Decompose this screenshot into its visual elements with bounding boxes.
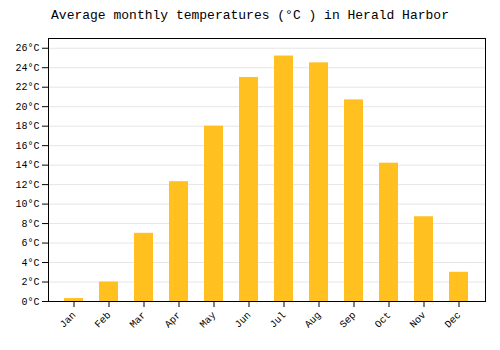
- svg-text:12°C: 12°C: [15, 180, 39, 191]
- svg-text:Jun: Jun: [233, 310, 254, 331]
- svg-text:14°C: 14°C: [15, 160, 39, 171]
- svg-text:6°C: 6°C: [21, 238, 39, 249]
- svg-text:Mar: Mar: [128, 310, 149, 331]
- svg-text:Jan: Jan: [58, 310, 79, 331]
- svg-text:Apr: Apr: [163, 310, 184, 331]
- svg-text:Nov: Nov: [408, 310, 429, 331]
- svg-text:24°C: 24°C: [15, 63, 39, 74]
- svg-text:Dec: Dec: [443, 310, 464, 331]
- html-text:Average monthly temperatures (: Average monthly temperatures (°C ) in He…: [51, 8, 449, 23]
- svg-text:26°C: 26°C: [15, 43, 39, 54]
- svg-text:Oct: Oct: [373, 310, 394, 331]
- svg-text:2°C: 2°C: [21, 277, 39, 288]
- svg-text:8°C: 8°C: [21, 219, 39, 230]
- svg-text:Sep: Sep: [338, 310, 359, 331]
- svg-text:16°C: 16°C: [15, 141, 39, 152]
- svg-text:Aug: Aug: [303, 310, 324, 331]
- svg-text:0°C: 0°C: [21, 297, 39, 308]
- svg-text:Feb: Feb: [93, 310, 114, 331]
- svg-text:May: May: [198, 310, 219, 331]
- svg-text:4°C: 4°C: [21, 258, 39, 269]
- svg-text:Jul: Jul: [268, 310, 289, 331]
- svg-text:18°C: 18°C: [15, 121, 39, 132]
- svg-text:10°C: 10°C: [15, 199, 39, 210]
- svg-text:20°C: 20°C: [15, 102, 39, 113]
- svg-text:22°C: 22°C: [15, 82, 39, 93]
